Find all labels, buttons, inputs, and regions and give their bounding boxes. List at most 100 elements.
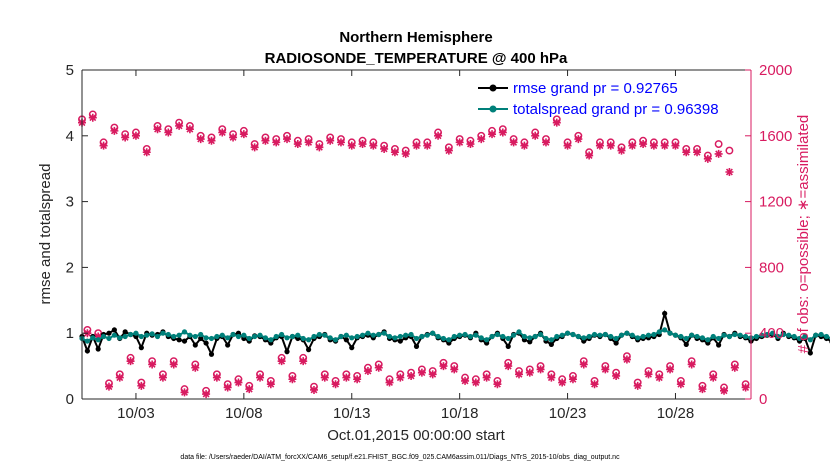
- totalspread-point: [149, 331, 155, 337]
- y-right-tick-label: 2000: [759, 62, 792, 79]
- totalspread-point: [500, 333, 506, 340]
- totalspread-point: [786, 332, 792, 338]
- obs-assimilated-point: [714, 149, 723, 158]
- x-tick-label: 10/13: [333, 405, 371, 422]
- obs-assimilated-point: [250, 143, 259, 152]
- obs-assimilated-point: [137, 381, 146, 390]
- obs-assimilated-point: [693, 148, 702, 157]
- legend: rmse grand pr = 0.92765 totalspread gran…: [478, 80, 719, 118]
- obs-assimilated-point: [256, 373, 265, 382]
- totalspread-point: [823, 333, 830, 340]
- totalspread-point: [403, 332, 409, 338]
- totalspread-point: [602, 331, 608, 338]
- rmse-point: [284, 349, 290, 355]
- obs-assimilated-point: [595, 141, 604, 150]
- totalspread-point: [532, 333, 538, 340]
- totalspread-point: [235, 333, 242, 340]
- obs-assimilated-point: [541, 138, 550, 147]
- totalspread-point: [316, 331, 322, 338]
- totalspread-point: [478, 335, 484, 341]
- legend-marker-totalspread: [489, 105, 497, 113]
- rmse-point: [505, 343, 511, 349]
- rmse-point: [95, 346, 101, 352]
- obs-assimilated-point: [126, 357, 135, 366]
- totalspread-point: [392, 335, 398, 341]
- totalspread-point: [144, 332, 150, 338]
- obs-assimilated-point: [385, 378, 394, 387]
- totalspread-point: [511, 332, 517, 338]
- obs-assimilated-point: [104, 382, 113, 391]
- legend-entry-rmse: rmse grand pr = 0.92765: [513, 80, 678, 97]
- totalspread-point: [349, 335, 355, 341]
- totalspread-point: [813, 332, 819, 338]
- obs-assimilated-point: [730, 363, 739, 372]
- obs-assimilated-point: [158, 373, 167, 382]
- obs-assimilated-point: [574, 135, 583, 144]
- totalspread-point: [548, 337, 554, 343]
- obs-assimilated-point: [563, 141, 572, 150]
- obs-assimilated-point: [315, 143, 324, 152]
- plot-area: [82, 70, 751, 399]
- totalspread-point: [181, 329, 188, 335]
- obs-assimilated-point: [585, 151, 594, 160]
- obs-assimilated-point: [439, 362, 448, 371]
- obs-assimilated-point: [520, 141, 529, 150]
- obs-assimilated-point: [326, 136, 335, 145]
- rmse-point: [807, 350, 813, 356]
- totalspread-point: [716, 335, 722, 342]
- totalspread-point: [322, 332, 328, 338]
- totalspread-point: [791, 333, 797, 340]
- totalspread-point: [683, 335, 689, 342]
- obs-assimilated-point: [164, 128, 173, 137]
- obs-assimilated-point: [682, 148, 691, 157]
- obs-assimilated-point: [153, 125, 162, 134]
- rmse-point: [181, 338, 188, 344]
- obs-assimilated-point: [304, 138, 313, 147]
- obs-assimilated-point: [283, 135, 292, 144]
- legend-marker-rmse: [489, 84, 497, 92]
- obs-assimilated-point: [99, 141, 108, 150]
- rmse-point: [527, 339, 533, 345]
- obs-assimilated-point: [266, 380, 275, 389]
- totalspread-point: [689, 332, 695, 338]
- obs-assimilated-point: [568, 375, 577, 384]
- y-tick-label: 4: [66, 128, 74, 145]
- obs-assimilated-point: [245, 385, 254, 394]
- totalspread-point: [462, 331, 468, 338]
- obs-assimilated-point: [434, 131, 443, 140]
- obs-assimilated-point: [525, 368, 534, 377]
- totalspread-point: [759, 332, 765, 338]
- obs-assimilated-point: [196, 135, 205, 144]
- footnote: data file: /Users/raeder/DAI/ATM_forcXX/…: [180, 454, 620, 461]
- x-tick-label: 10/08: [225, 405, 263, 422]
- totalspread-point: [672, 332, 679, 338]
- obs-assimilated-point: [88, 113, 97, 122]
- totalspread-point: [581, 335, 587, 341]
- obs-assimilated-point: [531, 131, 540, 140]
- obs-assimilated-point: [299, 357, 308, 366]
- obs-assimilated-point: [272, 138, 281, 147]
- rmse-point: [662, 310, 668, 317]
- totalspread-point: [618, 332, 625, 338]
- obs-assimilated-point: [207, 136, 216, 145]
- rmse-point: [176, 337, 182, 343]
- obs-assimilated-point: [601, 365, 610, 374]
- y-tick-label: 5: [66, 62, 74, 79]
- y-right-tick-label: 400: [759, 325, 784, 342]
- obs-assimilated-point: [649, 141, 658, 150]
- obs-assimilated-point: [509, 138, 518, 147]
- totalspread-point: [138, 333, 144, 340]
- rmse-point: [613, 340, 619, 346]
- totalspread-point: [467, 333, 474, 340]
- totalspread-point: [629, 332, 635, 338]
- obs-assimilated-point: [239, 130, 248, 139]
- rmse-point: [106, 330, 112, 336]
- totalspread-point: [198, 331, 204, 338]
- totalspread-point: [295, 332, 301, 338]
- y-tick-label: 1: [66, 325, 74, 342]
- obs-assimilated-point: [428, 370, 437, 379]
- obs-assimilated-point: [347, 141, 356, 150]
- totalspread-point: [214, 333, 220, 340]
- obs-assimilated-point: [401, 149, 410, 158]
- totalspread-point: [554, 333, 560, 340]
